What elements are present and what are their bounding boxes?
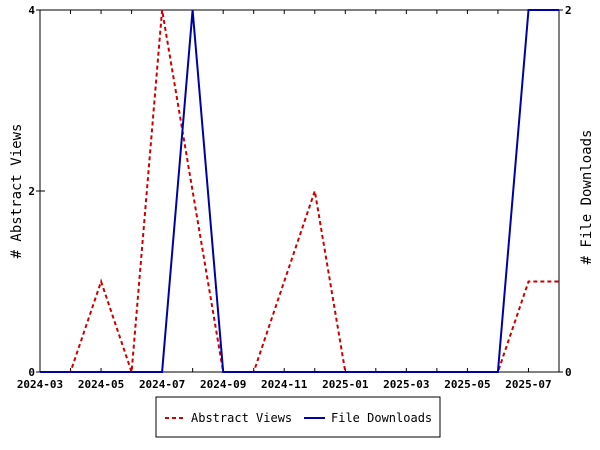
y-axis-left: 0 2 4	[28, 4, 45, 379]
y-right-tick-label: 2	[565, 4, 572, 17]
series-layer	[39, 9, 560, 373]
x-tick-label: 2025-07	[505, 378, 551, 391]
x-tick-label: 2025-03	[383, 378, 429, 391]
legend-label-file-downloads: File Downloads	[331, 411, 432, 425]
y-axis-right-title: # File Downloads	[579, 130, 595, 265]
plot-area	[39, 9, 560, 373]
x-tick-label: 2024-05	[78, 378, 124, 391]
x-tick-label: 2024-09	[200, 378, 246, 391]
legend-box	[155, 396, 441, 438]
legend-label-abstract-views: Abstract Views	[191, 411, 292, 425]
y-left-tick-label: 0	[28, 366, 35, 379]
legend: Abstract Views File Downloads	[155, 396, 441, 438]
x-tick-label: 2024-07	[139, 378, 185, 391]
y-axis-left-title: # Abstract Views	[9, 124, 25, 259]
y-left-tick-label: 2	[28, 185, 35, 198]
y-left-tick-label: 4	[28, 4, 35, 17]
series-line-file-downloads	[40, 9, 559, 373]
y-right-tick-label: 0	[565, 366, 572, 379]
x-tick-label: 2024-11	[261, 378, 308, 391]
x-tick-label: 2025-01	[322, 378, 369, 391]
x-tick-label: 2024-03	[17, 378, 63, 391]
x-tick-label: 2025-05	[444, 378, 490, 391]
